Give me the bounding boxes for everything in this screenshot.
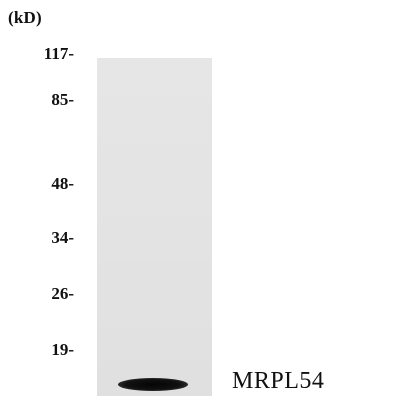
marker-85: 85- bbox=[51, 90, 74, 109]
marker-48: 48- bbox=[51, 174, 74, 193]
marker-19: 19- bbox=[51, 340, 74, 359]
marker-26: 26- bbox=[51, 284, 74, 303]
blot-lane bbox=[97, 58, 212, 396]
protein-band bbox=[118, 378, 188, 391]
kd-unit-label: (kD) bbox=[8, 8, 42, 27]
marker-34: 34- bbox=[51, 228, 74, 247]
marker-117: 117- bbox=[43, 44, 74, 63]
protein-label: MRPL54 bbox=[232, 368, 325, 394]
